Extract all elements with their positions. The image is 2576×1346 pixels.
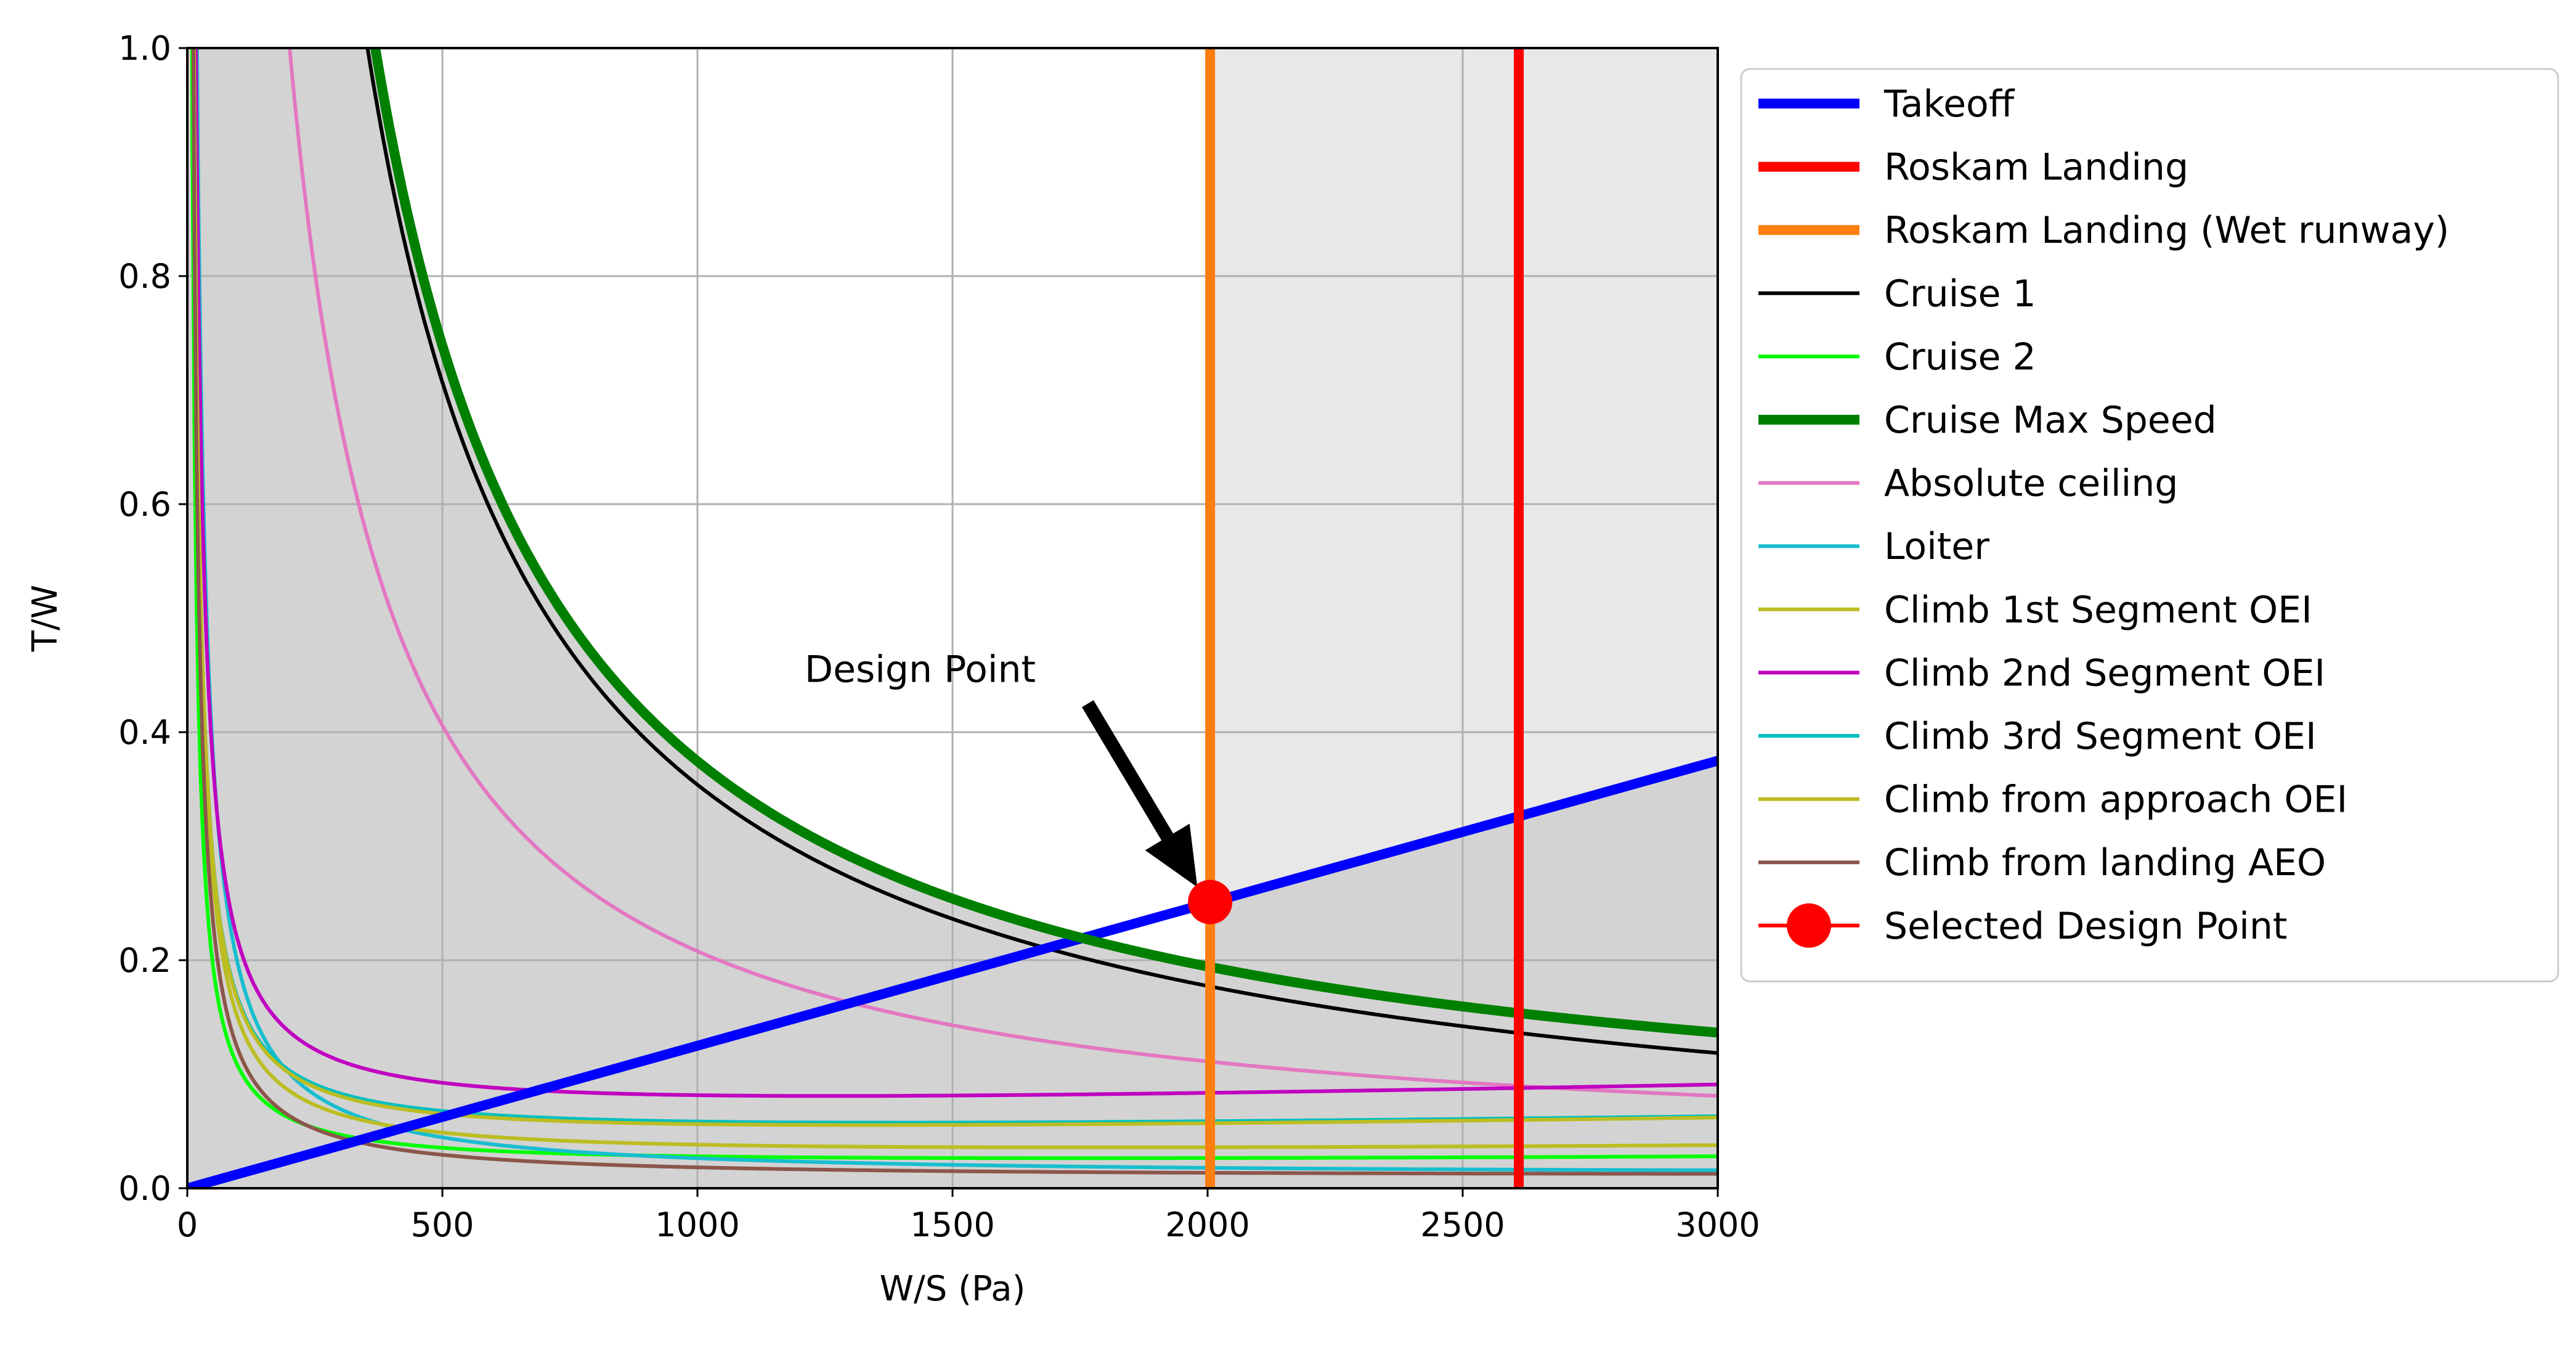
y-tick-label: 0.2 [118, 941, 171, 980]
plot-area: Design Point [186, 47, 1719, 1189]
annotation-arrow-head [1145, 823, 1198, 887]
y-tick-label: 0.4 [118, 713, 171, 752]
x-tick-label: 1000 [655, 1205, 739, 1244]
legend-label-climb-3rd-segment-oei: Climb 3rd Segment OEI [1884, 715, 2317, 758]
axes: W/S (Pa) T/W 0 500 1000 1500 2000 2500 3000 0.0… [25, 29, 1760, 1309]
x-tick-label: 2000 [1165, 1205, 1249, 1244]
legend-label-absolute-ceiling: Absolute ceiling [1884, 462, 2178, 505]
legend-label-cruise-2: Cruise 2 [1884, 335, 2036, 378]
x-tick-label: 2500 [1420, 1205, 1505, 1244]
legend-frame [1740, 68, 2559, 982]
series-cruise-max-speed [370, 48, 1718, 1038]
legend-label-climb-from-approach-oei: Climb from approach OEI [1884, 778, 2347, 822]
series-climb-from-landing-aeo [191, 48, 1717, 1176]
series-lines [187, 48, 1718, 1188]
legend: Takeoff Roskam Landing Roskam Landing (Wet… [1740, 68, 2559, 982]
series-climb-1st-segment-oei [192, 48, 1717, 1149]
series-cruise-1 [365, 48, 1717, 1055]
series-loiter [195, 48, 1717, 1172]
legend-label-cruise-max-speed: Cruise Max Speed [1884, 399, 2217, 442]
annotation-arrow-shaft [1081, 700, 1174, 841]
legend-label-takeoff: Takeoff [1883, 83, 2015, 126]
x-tick-label: 3000 [1675, 1205, 1760, 1244]
y-tick-label: 0.0 [118, 1169, 171, 1208]
shade-below-cruise [187, 48, 1718, 1188]
legend-label-loiter: Loiter [1884, 525, 1989, 568]
x-axis-label: W/S (Pa) [880, 1269, 1026, 1309]
y-axis-label: T/W [25, 585, 65, 652]
legend-label-cruise-1: Cruise 1 [1884, 272, 2036, 316]
x-tick-label: 1500 [910, 1205, 994, 1244]
annotation: Design Point [805, 648, 1198, 887]
series-cruise-2 [190, 48, 1717, 1160]
design-point-layer [1188, 879, 1233, 924]
legend-label-roskam-landing: Roskam Landing [1884, 146, 2188, 189]
legend-marker-selected-design-point [1787, 903, 1831, 948]
series-absolute-ceiling [288, 48, 1717, 1098]
annotation-design-point-label: Design Point [805, 648, 1036, 691]
y-tick-label: 0.8 [118, 257, 171, 296]
y-tick-label: 1.0 [118, 29, 171, 68]
series-climb-2nd-segment-oei [194, 48, 1717, 1098]
legend-label-climb-2nd-segment-oei: Climb 2nd Segment OEI [1884, 651, 2325, 695]
x-tick-label: 500 [410, 1205, 474, 1244]
legend-label-climb-1st-segment-oei: Climb 1st Segment OEI [1884, 589, 2312, 632]
x-tick-label: 0 [177, 1205, 198, 1244]
legend-label-selected-design-point: Selected Design Point [1884, 905, 2287, 948]
legend-label-climb-from-landing-aeo: Climb from landing AEO [1884, 841, 2326, 884]
selected-design-point-marker [1188, 879, 1233, 924]
y-tick-label: 0.6 [118, 485, 171, 524]
legend-label-roskam-landing-wet-runway: Roskam Landing (Wet runway) [1884, 209, 2449, 252]
series-takeoff [187, 756, 1718, 1188]
